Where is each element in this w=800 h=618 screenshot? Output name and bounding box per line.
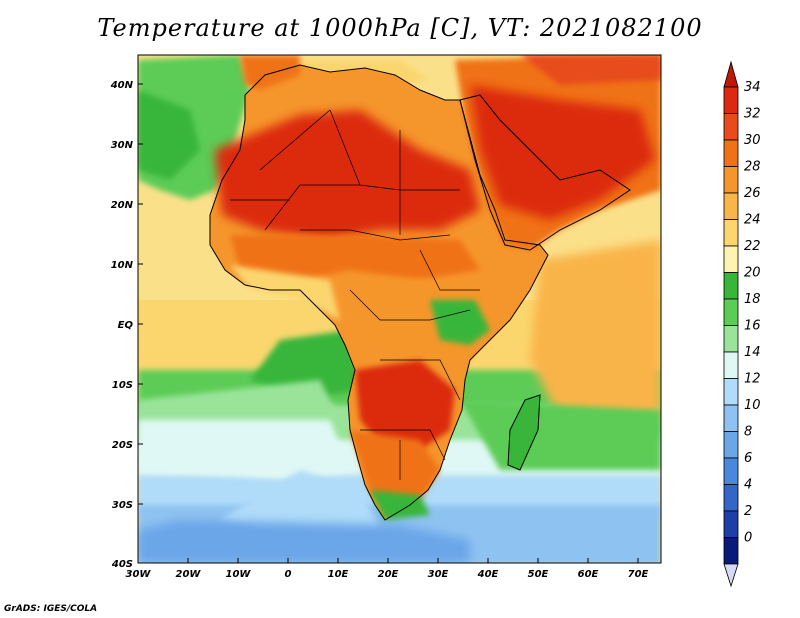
colorbar-bottom-arrow <box>723 563 739 588</box>
lat-label: 20S <box>112 440 133 451</box>
lat-label: 10S <box>112 380 133 391</box>
colorbar-label: 6 <box>744 451 752 466</box>
lon-label: 10E <box>328 569 349 580</box>
lon-label: 10W <box>226 569 252 580</box>
colorbar-label: 34 <box>744 80 761 95</box>
temperature-field <box>138 55 661 563</box>
colorbar-label: 24 <box>744 213 761 228</box>
colorbar-label: 26 <box>744 186 761 201</box>
colorbar-swatch <box>723 298 739 326</box>
colorbar-label: 0 <box>744 531 752 546</box>
colorbar-swatch <box>723 351 739 379</box>
colorbar-label: 32 <box>744 107 761 122</box>
colorbar-swatch <box>723 457 739 485</box>
lon-label: 30W <box>126 569 152 580</box>
colorbar-swatch <box>723 431 739 459</box>
colorbar-swatch <box>723 404 739 432</box>
lon-label: 20E <box>378 569 399 580</box>
longitude-labels: 30W 20W 10W 0 10E 20E 30E 40E 50E 60E 70… <box>126 569 649 580</box>
lon-label: 50E <box>528 569 549 580</box>
lon-label: 20W <box>176 569 202 580</box>
colorbar-swatch <box>723 272 739 300</box>
lon-label: 60E <box>578 569 599 580</box>
colorbar-label: 10 <box>744 398 761 413</box>
colorbar-label: 28 <box>744 160 761 175</box>
colorbar-swatch <box>723 484 739 512</box>
grads-credit: GrADS: IGES/COLA <box>4 604 98 614</box>
colorbar-label: 30 <box>744 133 761 148</box>
colorbar-swatch <box>723 378 739 406</box>
colorbar-label: 22 <box>744 239 761 254</box>
lat-label: EQ <box>118 320 134 331</box>
colorbar-label: 4 <box>744 478 752 493</box>
lat-label: 40N <box>110 80 134 91</box>
colorbar-swatch <box>723 219 739 247</box>
lon-label: 0 <box>285 569 292 580</box>
map-frame <box>137 54 662 564</box>
colorbar-swatch <box>723 139 739 167</box>
axis-ticks <box>138 83 639 563</box>
colorbar-label: 12 <box>744 372 761 387</box>
lon-label: 30E <box>428 569 449 580</box>
colorbar-swatch <box>723 510 739 538</box>
colorbar-top-arrow <box>723 60 739 88</box>
colorbar-label: 8 <box>744 425 752 440</box>
colorbar-swatch <box>723 537 739 565</box>
colorbar-label: 14 <box>744 345 761 360</box>
colorbar-label: 16 <box>744 319 761 334</box>
colorbar-swatch <box>723 166 739 194</box>
colorbar-swatch <box>723 325 739 353</box>
colorbar-label: 20 <box>744 266 761 281</box>
lat-label: 40S <box>111 559 133 570</box>
colorbar-swatch <box>723 245 739 273</box>
colorbar-swatch <box>723 113 739 141</box>
latitude-labels: 40N 30N 20N 10N EQ 10S 20S 30S 40S <box>110 80 134 570</box>
lat-label: 20N <box>111 200 134 211</box>
lat-label: 30N <box>111 140 134 151</box>
lat-label: 10N <box>111 260 134 271</box>
chart-title: Temperature at 1000hPa [C], VT: 20210821… <box>97 14 703 42</box>
lon-label: 70E <box>628 569 649 580</box>
colorbar-swatch <box>723 86 739 114</box>
lon-label: 40E <box>477 569 499 580</box>
lat-label: 30S <box>112 500 133 511</box>
colorbar-label: 2 <box>744 504 752 519</box>
colorbar-label: 18 <box>744 292 761 307</box>
colorbar-swatch <box>723 192 739 220</box>
